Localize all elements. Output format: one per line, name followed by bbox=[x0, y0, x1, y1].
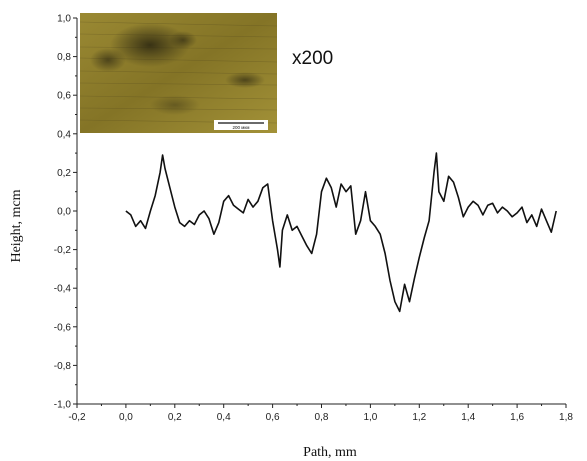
magnification-label: x200 bbox=[292, 48, 333, 69]
x-tick-label: 0,4 bbox=[217, 412, 231, 423]
y-tick-label: 0,2 bbox=[57, 168, 71, 179]
x-tick-label: 1,4 bbox=[461, 412, 475, 423]
x-tick-label: -0,2 bbox=[68, 412, 86, 423]
x-tick-label: 1,2 bbox=[412, 412, 426, 423]
y-tick-label: -0,8 bbox=[54, 361, 72, 372]
y-tick-label: -0,2 bbox=[54, 245, 72, 256]
y-tick-label: 0,6 bbox=[57, 91, 71, 102]
y-tick-label: -0,6 bbox=[54, 322, 72, 333]
x-tick-label: 1,8 bbox=[559, 412, 573, 423]
series-line-height-profile bbox=[126, 153, 556, 311]
y-tick-label: 0,0 bbox=[57, 207, 71, 218]
y-tick-label: 0,4 bbox=[57, 129, 71, 140]
x-tick-label: 0,8 bbox=[315, 412, 329, 423]
micrograph-inset: 200 мкм bbox=[80, 13, 277, 133]
x-axis-title: Path, mm bbox=[303, 445, 357, 460]
y-tick-label: 0,8 bbox=[57, 52, 71, 63]
x-tick-label: 1,0 bbox=[363, 412, 377, 423]
y-axis-title: Height, mcm bbox=[9, 189, 24, 262]
x-tick-label: 0,2 bbox=[168, 412, 182, 423]
y-tick-label: 1,0 bbox=[57, 14, 71, 25]
x-tick-label: 0,6 bbox=[266, 412, 280, 423]
x-tick-label: 1,6 bbox=[510, 412, 524, 423]
scale-bar-label: 200 мкм bbox=[233, 125, 250, 130]
y-tick-label: -0,4 bbox=[54, 284, 72, 295]
x-tick-label: 0,0 bbox=[119, 412, 133, 423]
y-tick-label: -1,0 bbox=[54, 400, 72, 411]
